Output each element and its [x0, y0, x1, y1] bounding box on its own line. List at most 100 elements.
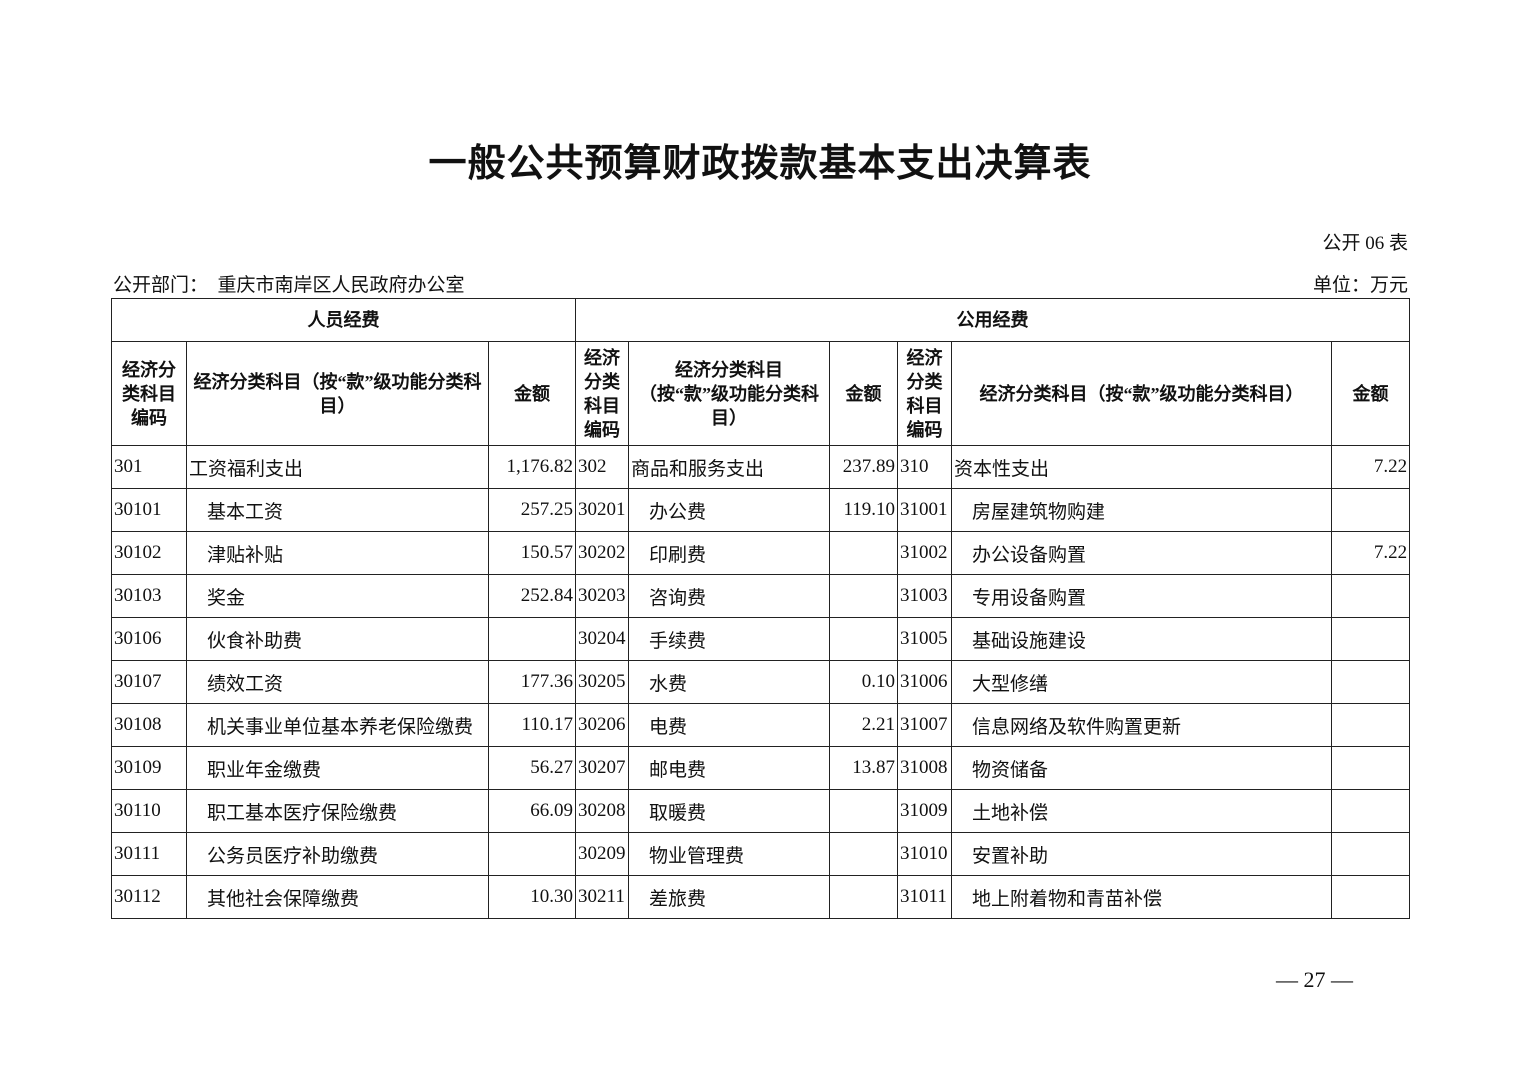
- cell-code: 301: [111, 445, 187, 489]
- cell-name: 信息网络及软件购置更新: [951, 703, 1333, 747]
- expenditure-table: 人员经费 公用经费 经济分类科目编码 经济分类科目（按“款”级功能分类科目） 金额经…: [110, 298, 1411, 919]
- page-number: — 27 —: [1276, 967, 1353, 992]
- cell-code: 30205: [575, 660, 630, 704]
- cell-name: 土地补偿: [951, 789, 1333, 833]
- cell-code: 302: [575, 445, 630, 489]
- cell-amount: 13.87: [829, 746, 899, 790]
- cell-code: 31007: [897, 703, 953, 747]
- cell-code: 30201: [575, 488, 630, 532]
- cell-amount: 237.89: [829, 445, 899, 489]
- cell-name: 大型修缮: [951, 660, 1333, 704]
- cell-amount: 110.17: [487, 703, 577, 747]
- cell-amount: [829, 832, 899, 876]
- cell-code: 310: [897, 445, 953, 489]
- column-header-code: 经济分类科目编码: [897, 341, 953, 446]
- cell-name: 其他社会保障缴费: [186, 875, 489, 919]
- column-header-name: 经济分类科目（按“款”级功能分类科目）: [951, 341, 1333, 446]
- cell-code: 30101: [111, 488, 187, 532]
- cell-amount: [1331, 789, 1411, 833]
- table-row: 30112 其他社会保障缴费 10.30 30211 差旅费 31011 地上附着物和青苗补…: [111, 875, 1411, 919]
- cell-name: 公务员医疗补助缴费: [186, 832, 489, 876]
- table-row: 30109 职业年金缴费 56.27 30207 邮电费 13.87 31008 物资储备: [111, 746, 1411, 790]
- cell-code: 31011: [897, 875, 953, 919]
- cell-name: 办公费: [628, 488, 831, 532]
- cell-code: 31005: [897, 617, 953, 661]
- cell-amount: 56.27: [487, 746, 577, 790]
- cell-amount: [829, 789, 899, 833]
- page-title: 一般公共预算财政拨款基本支出决算表: [428, 143, 1092, 185]
- column-header-name: 经济分类科目（按“款”级功能分类科目）: [628, 341, 831, 446]
- table-row: 30106 伙食补助费 30204 手续费 31005 基础设施建设: [111, 617, 1411, 661]
- cell-code: 31009: [897, 789, 953, 833]
- cell-code: 30202: [575, 531, 630, 575]
- cell-name: 资本性支出: [951, 445, 1333, 489]
- cell-name: 房屋建筑物购建: [951, 488, 1333, 532]
- cell-name: 商品和服务支出: [628, 445, 831, 489]
- cell-code: 30102: [111, 531, 187, 575]
- cell-amount: [1331, 574, 1411, 618]
- cell-amount: 66.09: [487, 789, 577, 833]
- cell-name: 机关事业单位基本养老保险缴费: [186, 703, 489, 747]
- table-row: 30108 机关事业单位基本养老保险缴费 110.17 30206 电费 2.21 3100…: [111, 703, 1411, 747]
- cell-code: 31001: [897, 488, 953, 532]
- cell-amount: [1331, 746, 1411, 790]
- cell-code: 31010: [897, 832, 953, 876]
- cell-code: 31003: [897, 574, 953, 618]
- cell-amount: [1331, 832, 1411, 876]
- table-row: 30110 职工基本医疗保险缴费 66.09 30208 取暖费 31009 土地补偿: [111, 789, 1411, 833]
- cell-name: 地上附着物和青苗补偿: [951, 875, 1333, 919]
- cell-name: 绩效工资: [186, 660, 489, 704]
- cell-amount: [829, 875, 899, 919]
- cell-amount: 2.21: [829, 703, 899, 747]
- cell-amount: 1,176.82: [487, 445, 577, 489]
- column-header-amount: 金额: [487, 341, 577, 446]
- cell-amount: 177.36: [487, 660, 577, 704]
- cell-amount: [1331, 875, 1411, 919]
- cell-code: 30107: [111, 660, 187, 704]
- cell-code: 30211: [575, 875, 630, 919]
- table-row: 301 工资福利支出 1,176.82 302 商品和服务支出 237.89 310 资本性支…: [111, 445, 1411, 489]
- cell-amount: 10.30: [487, 875, 577, 919]
- column-header-code: 经济分类科目编码: [111, 341, 187, 446]
- cell-amount: [829, 617, 899, 661]
- cell-name: 职工基本医疗保险缴费: [186, 789, 489, 833]
- cell-code: 30111: [111, 832, 187, 876]
- cell-amount: 7.22: [1331, 445, 1411, 489]
- cell-name: 工资福利支出: [186, 445, 489, 489]
- cell-name: 邮电费: [628, 746, 831, 790]
- cell-name: 咨询费: [628, 574, 831, 618]
- cell-name: 手续费: [628, 617, 831, 661]
- cell-amount: 257.25: [487, 488, 577, 532]
- table-row: 30101 基本工资 257.25 30201 办公费 119.10 31001 房屋建筑物购…: [111, 488, 1411, 532]
- cell-name: 取暖费: [628, 789, 831, 833]
- cell-name: 津贴补贴: [186, 531, 489, 575]
- cell-amount: [487, 832, 577, 876]
- cell-amount: 7.22: [1331, 531, 1411, 575]
- cell-name: 奖金: [186, 574, 489, 618]
- cell-code: 30204: [575, 617, 630, 661]
- group-header-public: 公用经费: [575, 298, 1411, 342]
- form-number: 公开 06 表: [1322, 233, 1408, 254]
- cell-code: 30103: [111, 574, 187, 618]
- cell-code: 30109: [111, 746, 187, 790]
- cell-amount: [1331, 660, 1411, 704]
- cell-code: 30108: [111, 703, 187, 747]
- cell-name: 基本工资: [186, 488, 489, 532]
- cell-name: 差旅费: [628, 875, 831, 919]
- cell-code: 30207: [575, 746, 630, 790]
- cell-name: 专用设备购置: [951, 574, 1333, 618]
- cell-code: 31008: [897, 746, 953, 790]
- cell-code: 31006: [897, 660, 953, 704]
- unit-label: 单位：万元: [1312, 275, 1408, 296]
- column-header-name: 经济分类科目（按“款”级功能分类科目）: [186, 341, 489, 446]
- table-row: 30103 奖金 252.84 30203 咨询费 31003 专用设备购置: [111, 574, 1411, 618]
- cell-code: 30110: [111, 789, 187, 833]
- cell-name: 印刷费: [628, 531, 831, 575]
- department-label: 公开部门： 重庆市南岸区人民政府办公室: [113, 275, 465, 296]
- column-header-amount: 金额: [829, 341, 899, 446]
- cell-name: 办公设备购置: [951, 531, 1333, 575]
- cell-code: 30209: [575, 832, 630, 876]
- cell-amount: [487, 617, 577, 661]
- cell-name: 电费: [628, 703, 831, 747]
- cell-name: 物业管理费: [628, 832, 831, 876]
